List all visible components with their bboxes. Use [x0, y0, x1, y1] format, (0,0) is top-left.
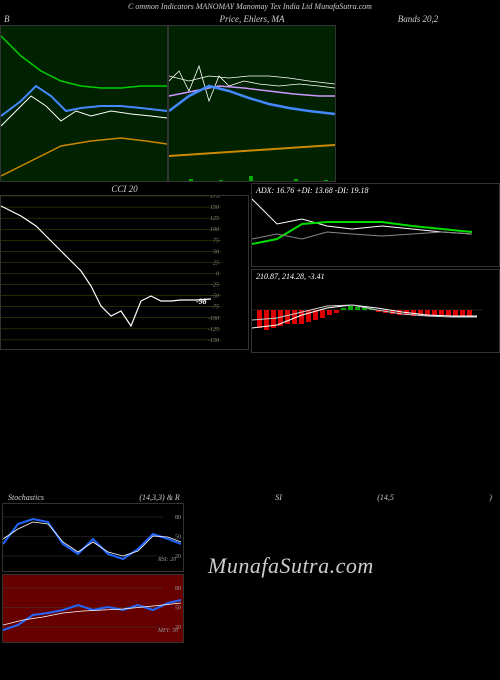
- svg-text:150: 150: [210, 205, 219, 211]
- svg-text:80: 80: [175, 515, 181, 521]
- price-ma-chart: [168, 25, 336, 182]
- cci-chart: 175 150 125 100 75 50 25 0 -25 -50 -75 -100 -125 -150…: [0, 195, 249, 350]
- macd-chart: 210.87, 214.28, -3.41: [251, 269, 500, 353]
- header-prefix: C: [128, 2, 133, 11]
- svg-text:MFI: 50: MFI: 50: [157, 628, 178, 634]
- adx-title: ADX: 16.76 +DI: 13.68 -DI: 19.18: [256, 186, 369, 195]
- stoch-label-si: SI: [275, 493, 282, 503]
- svg-text:125: 125: [210, 216, 219, 222]
- page-header: C ommon Indicators MANOMAY Manomay Tex I…: [0, 0, 500, 13]
- adx-macd-wrap: ADX: 16.76 +DI: 13.68 -DI: 19.18 210.87,…: [251, 183, 500, 353]
- stoch-header: Stochastics (14,3,3) & R SI (14,5 ): [0, 493, 500, 503]
- svg-text:0: 0: [216, 272, 219, 278]
- chart-row-2: CCI 20 175 150 125 100 75 50 25 0 -25 -50 -75 -100 -…: [0, 183, 500, 353]
- svg-text:-50: -50: [211, 294, 219, 300]
- adx-chart: ADX: 16.76 +DI: 13.68 -DI: 19.18: [251, 183, 500, 267]
- svg-text:-175: -175: [208, 349, 219, 350]
- svg-text:-25: -25: [211, 283, 219, 289]
- svg-text:-100: -100: [208, 316, 219, 322]
- svg-text:-75: -75: [211, 305, 219, 311]
- svg-text:50: 50: [175, 606, 181, 612]
- spacer: [0, 353, 500, 493]
- chart-row-4: 805020RSI: 20 805020MFI: 50 MunafaSutra.…: [0, 503, 500, 643]
- svg-text:50: 50: [175, 535, 181, 541]
- stoch-stack: 805020RSI: 20 805020MFI: 50: [2, 503, 184, 643]
- svg-text:175: 175: [210, 196, 219, 200]
- bollinger-left-wrap: B: [0, 13, 168, 183]
- cci-wrap: CCI 20 175 150 125 100 75 50 25 0 -25 -50 -75 -100 -…: [0, 183, 249, 353]
- svg-text:50: 50: [213, 249, 219, 255]
- stoch-label-left: Stochastics: [8, 493, 44, 503]
- svg-text:RSI: 20: RSI: 20: [157, 557, 176, 563]
- price-ma-wrap: Price, Ehlers, MA: [168, 13, 336, 183]
- svg-text:-125: -125: [208, 327, 219, 333]
- bollinger-left-title: B: [0, 13, 168, 25]
- svg-text:25: 25: [213, 260, 219, 266]
- svg-text:-98: -98: [196, 297, 207, 306]
- cci-title: CCI 20: [0, 183, 249, 195]
- watermark-area: MunafaSutra.com: [188, 503, 498, 643]
- stoch2-chart: 805020MFI: 50: [2, 574, 184, 643]
- svg-text:80: 80: [175, 586, 181, 592]
- watermark-text: MunafaSutra.com: [208, 553, 374, 579]
- header-text: ommon Indicators MANOMAY Manomay Tex Ind…: [135, 2, 372, 11]
- macd-title: 210.87, 214.28, -3.41: [256, 272, 325, 281]
- svg-text:-150: -150: [208, 338, 219, 344]
- svg-text:100: 100: [210, 227, 219, 233]
- stoch-label-right: (14,5: [377, 493, 394, 503]
- chart-row-1: B Price, Ehlers, MA Bands 20,2: [0, 13, 500, 183]
- stoch-label-end: ): [489, 493, 492, 503]
- stoch1-chart: 805020RSI: 20: [2, 503, 184, 572]
- price-ma-title: Price, Ehlers, MA: [168, 13, 336, 25]
- bands-wrap: Bands 20,2: [336, 13, 500, 183]
- stoch-label-mid: (14,3,3) & R: [139, 493, 179, 503]
- bollinger-left-chart: [0, 25, 168, 182]
- bands-title: Bands 20,2: [336, 13, 500, 25]
- svg-text:75: 75: [213, 238, 219, 244]
